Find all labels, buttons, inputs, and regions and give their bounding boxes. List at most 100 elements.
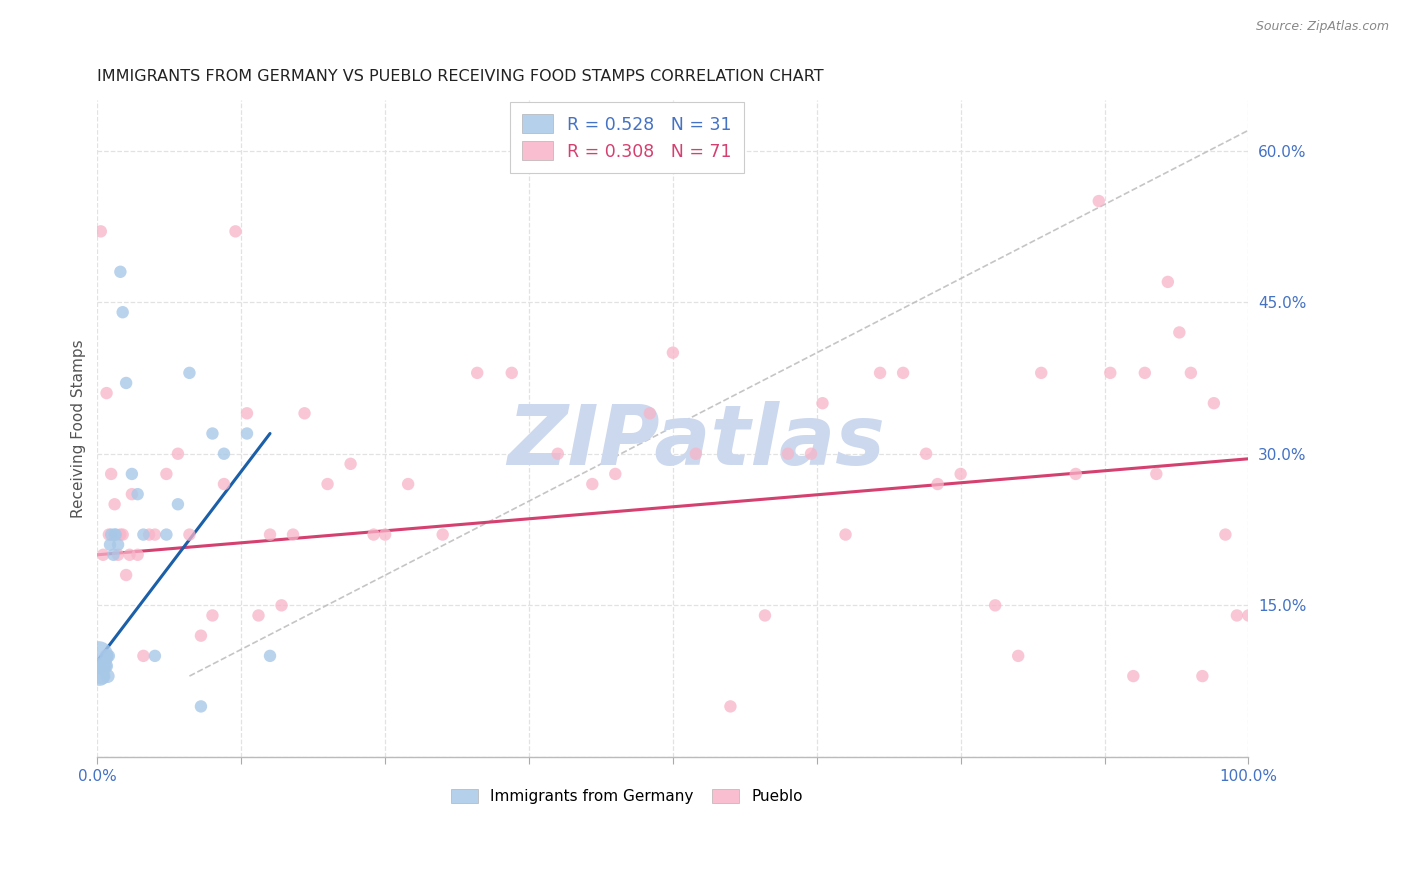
Point xyxy=(155,467,177,481)
Point xyxy=(984,599,1007,613)
Point xyxy=(96,648,118,663)
Point xyxy=(1180,366,1202,380)
Point xyxy=(1215,527,1237,541)
Text: ZIPatlas: ZIPatlas xyxy=(508,401,884,482)
Point xyxy=(107,538,129,552)
Point xyxy=(1031,366,1053,380)
Point xyxy=(91,669,114,683)
Point xyxy=(1191,669,1213,683)
Point xyxy=(1064,467,1087,481)
Point xyxy=(107,548,129,562)
Point xyxy=(1144,467,1167,481)
Point xyxy=(212,477,235,491)
Point xyxy=(891,366,914,380)
Point xyxy=(800,447,823,461)
Point xyxy=(294,406,316,420)
Point xyxy=(501,366,523,380)
Point xyxy=(915,447,938,461)
Point xyxy=(91,659,114,673)
Point xyxy=(110,265,132,279)
Point xyxy=(212,447,235,461)
Point xyxy=(236,406,259,420)
Point xyxy=(201,608,224,623)
Text: Source: ZipAtlas.com: Source: ZipAtlas.com xyxy=(1256,20,1389,33)
Point xyxy=(1087,194,1109,208)
Point xyxy=(1099,366,1122,380)
Point xyxy=(720,699,742,714)
Point xyxy=(396,477,419,491)
Point xyxy=(1122,669,1144,683)
Point xyxy=(155,527,177,541)
Point xyxy=(465,366,488,380)
Point xyxy=(281,527,304,541)
Point xyxy=(90,659,112,673)
Point xyxy=(374,527,396,541)
Point xyxy=(1237,608,1260,623)
Point xyxy=(547,447,569,461)
Point xyxy=(111,527,134,541)
Point xyxy=(104,497,127,511)
Point xyxy=(190,699,212,714)
Legend: Immigrants from Germany, Pueblo: Immigrants from Germany, Pueblo xyxy=(443,780,811,812)
Point xyxy=(115,568,138,582)
Point xyxy=(190,629,212,643)
Point xyxy=(91,548,114,562)
Point xyxy=(259,527,281,541)
Point xyxy=(1133,366,1156,380)
Point xyxy=(132,648,155,663)
Point xyxy=(236,426,259,441)
Point xyxy=(104,527,127,541)
Point xyxy=(927,477,949,491)
Point xyxy=(111,305,134,319)
Point xyxy=(1007,648,1029,663)
Point xyxy=(432,527,454,541)
Point xyxy=(118,548,141,562)
Point xyxy=(94,659,117,673)
Point xyxy=(1168,326,1191,340)
Point xyxy=(127,548,149,562)
Point xyxy=(96,386,118,401)
Point xyxy=(363,527,385,541)
Point xyxy=(121,487,143,501)
Point xyxy=(100,527,122,541)
Point xyxy=(811,396,834,410)
Point xyxy=(605,467,627,481)
Point xyxy=(132,527,155,541)
Point xyxy=(138,527,160,541)
Point xyxy=(167,497,190,511)
Point xyxy=(87,648,110,663)
Point xyxy=(259,648,281,663)
Point xyxy=(143,527,166,541)
Point xyxy=(869,366,891,380)
Point xyxy=(201,426,224,441)
Point xyxy=(89,669,111,683)
Point xyxy=(834,527,856,541)
Text: IMMIGRANTS FROM GERMANY VS PUEBLO RECEIVING FOOD STAMPS CORRELATION CHART: IMMIGRANTS FROM GERMANY VS PUEBLO RECEIV… xyxy=(97,69,824,84)
Point xyxy=(104,527,127,541)
Point xyxy=(339,457,361,471)
Point xyxy=(685,447,707,461)
Point xyxy=(167,447,190,461)
Point xyxy=(1157,275,1180,289)
Point xyxy=(97,527,120,541)
Point xyxy=(316,477,339,491)
Point xyxy=(143,648,166,663)
Point xyxy=(98,538,121,552)
Point xyxy=(121,467,143,481)
Point xyxy=(97,648,120,663)
Point xyxy=(103,548,125,562)
Point xyxy=(1226,608,1249,623)
Point xyxy=(224,224,246,238)
Point xyxy=(1202,396,1225,410)
Y-axis label: Receiving Food Stamps: Receiving Food Stamps xyxy=(72,339,86,517)
Point xyxy=(93,659,115,673)
Point xyxy=(100,467,122,481)
Point xyxy=(638,406,661,420)
Point xyxy=(115,376,138,390)
Point xyxy=(949,467,972,481)
Point xyxy=(97,669,120,683)
Point xyxy=(270,599,292,613)
Point xyxy=(179,527,201,541)
Point xyxy=(179,366,201,380)
Point xyxy=(581,477,603,491)
